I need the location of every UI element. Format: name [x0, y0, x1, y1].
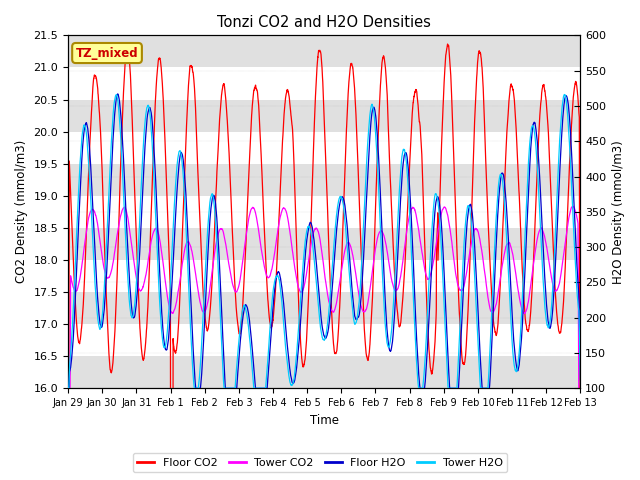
Text: TZ_mixed: TZ_mixed: [76, 47, 138, 60]
Bar: [68, 324, 580, 356]
Bar: [68, 196, 580, 228]
Bar: [68, 99, 580, 132]
Bar: [68, 292, 580, 324]
Y-axis label: CO2 Density (mmol/m3): CO2 Density (mmol/m3): [15, 140, 28, 284]
Bar: [68, 356, 580, 388]
Bar: [68, 67, 580, 99]
Bar: [68, 260, 580, 292]
Bar: [68, 36, 580, 67]
Legend: Floor CO2, Tower CO2, Floor H2O, Tower H2O: Floor CO2, Tower CO2, Floor H2O, Tower H…: [133, 453, 507, 472]
Title: Tonzi CO2 and H2O Densities: Tonzi CO2 and H2O Densities: [218, 15, 431, 30]
Bar: [68, 164, 580, 196]
X-axis label: Time: Time: [310, 414, 339, 427]
Bar: [68, 132, 580, 164]
Y-axis label: H2O Density (mmol/m3): H2O Density (mmol/m3): [612, 140, 625, 284]
Bar: [68, 228, 580, 260]
